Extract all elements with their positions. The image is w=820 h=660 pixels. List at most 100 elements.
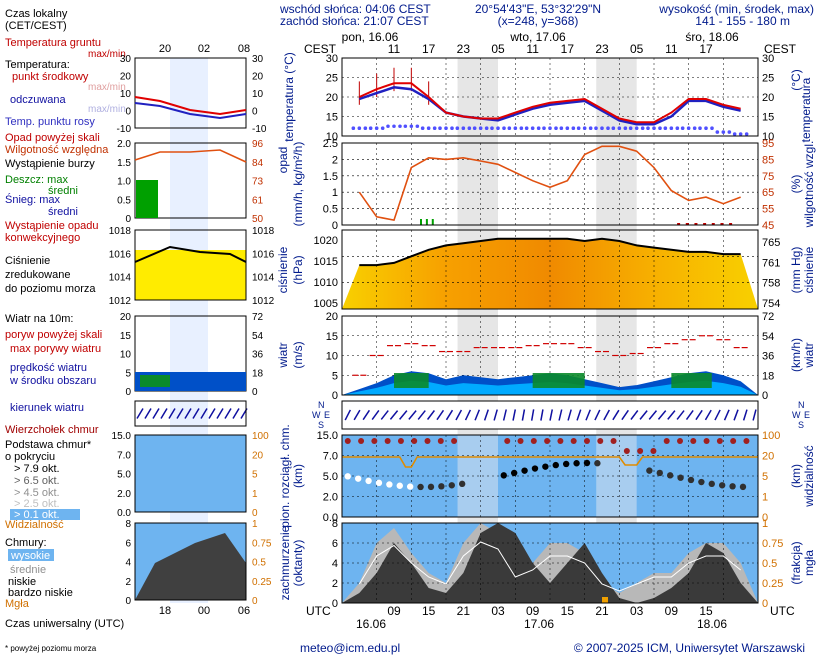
cloud-base-dot	[698, 478, 705, 486]
dew-point-dot	[588, 126, 593, 130]
coords-text: 20°54'43"E, 53°32'29"N	[475, 2, 601, 16]
wind-ylabel-3: (km/h)	[789, 338, 803, 372]
elevation-values: 141 - 155 - 180 m	[695, 14, 790, 28]
cloud-base-dot	[531, 465, 539, 472]
mini-right-tick: 0.25	[252, 577, 272, 588]
wind-dir-arrow	[474, 409, 481, 421]
temp-right-tick-0: 30	[762, 53, 774, 65]
wind-dir-arrow	[380, 410, 389, 420]
mini-frame-1	[134, 142, 247, 219]
dew-point-dot	[727, 130, 732, 134]
wind-dir-arrow	[685, 409, 694, 421]
cb-dot	[583, 438, 590, 444]
cloud-base-dot	[666, 472, 674, 479]
mini-right-tick: 0	[252, 508, 258, 519]
mini-right-tick: 0.5	[252, 558, 266, 569]
wind-dir-arrow	[417, 410, 426, 420]
local-hour-2: 23	[457, 42, 471, 56]
temp-left-tick-2: 20	[326, 92, 338, 104]
cb-dot	[597, 438, 604, 444]
dew-point-dot	[490, 126, 494, 130]
cb-dot	[517, 438, 524, 444]
mini-left-tick: 8	[125, 519, 131, 530]
legend-fog: Mgła	[5, 598, 30, 610]
hum-ylabel-1: (%)	[789, 175, 803, 194]
dew-point-dot	[680, 126, 685, 130]
mini-utc-tick-1: 18	[159, 605, 171, 617]
press-left-tick-0: 1020	[314, 235, 338, 247]
utc-hour-ticks: 09 15 21 03 09 15 21 03 09 15	[387, 604, 713, 618]
fog-ylabel-1: (frakcja)	[789, 541, 803, 584]
dew-point-dot	[519, 126, 524, 130]
cb-dot	[677, 438, 683, 444]
temp-right-tick-2: 20	[762, 92, 774, 104]
mini-left-tick: 1018	[109, 226, 132, 237]
cloud-base-dot	[438, 483, 445, 490]
dew-point-dot	[524, 126, 529, 130]
mini-left-tick: 20	[120, 72, 132, 83]
dew-point-dot	[368, 126, 373, 130]
utc-label-left: UTC	[306, 604, 331, 618]
legend-column: Czas lokalny (CET/CEST) 20 02 08 Tempera…	[5, 8, 250, 653]
legend-snow: Śnieg: max	[5, 193, 61, 206]
cloud-base-dot	[500, 472, 507, 479]
local-hour-6: 23	[595, 42, 609, 56]
cov-right-tick-4: 0	[762, 598, 768, 610]
hum-ylabel-2: wilgotność wzgl.	[802, 141, 816, 229]
mini-frame-4	[134, 400, 247, 427]
wind-dir-arrow	[436, 409, 445, 421]
local-hour-4: 11	[526, 42, 539, 56]
legend-temp: Temperatura:	[5, 59, 70, 71]
press-right-tick-2: 758	[762, 278, 780, 290]
mini-left-tick: 7.0	[117, 450, 131, 461]
cloud-base-dot	[406, 483, 414, 490]
cb-dot	[504, 438, 511, 444]
mini-left-tick: 0.0	[117, 508, 131, 519]
temp-ylabel: temperatura (°C)	[282, 52, 296, 142]
mini-frame-6	[134, 522, 247, 601]
legend-conv: Wystąpienie opadu	[5, 220, 98, 232]
cloud-frame	[341, 434, 759, 518]
elevation-title: wysokość (min, środek, max)	[658, 2, 814, 16]
temp-mid-line	[358, 82, 741, 124]
night-band-2	[596, 58, 637, 603]
rain-bar	[425, 219, 428, 225]
cest-label-right: CEST	[764, 42, 797, 56]
mini-wind-arrow	[200, 408, 208, 419]
mini-right-tick: 1018	[252, 226, 275, 237]
cb-dot	[703, 438, 710, 444]
legend-clouds: Chmury:	[5, 537, 47, 549]
dew-point-dot	[530, 126, 535, 130]
local-hour-ticks: 11 17 23 05 11 17 23 05 11 17	[388, 42, 713, 56]
utc-hour-2: 21	[457, 604, 471, 618]
wind-dir-arrow	[639, 410, 648, 420]
wind-dir-arrow	[521, 409, 526, 421]
mini-left-tick: 1016	[109, 249, 132, 260]
cov-left-tick-0: 8	[332, 518, 338, 530]
cov-right-tick-0: 1	[762, 518, 768, 530]
wind-left-tick-1: 15	[326, 331, 338, 343]
footer-email[interactable]: meteo@icm.edu.pl	[300, 641, 400, 655]
fog-bar	[602, 597, 608, 603]
cb-dot	[570, 438, 577, 444]
precip-left-tick-0: 2.5	[323, 138, 338, 150]
dew-point-dot	[623, 126, 628, 130]
cb-dot	[371, 438, 378, 444]
fog-ylabel-2: mgła	[802, 550, 816, 576]
day-label-2: wto, 17.06	[509, 30, 566, 44]
mini-right-tick: 36	[252, 350, 264, 361]
legend-precip-over: Opad powyżej skali	[5, 132, 100, 144]
legend-cl-mid: średnie	[10, 564, 46, 576]
wind-right-tick-2: 36	[762, 351, 774, 363]
precip-left-tick-2: 1.5	[323, 171, 338, 183]
utc-hour-4: 09	[526, 604, 540, 618]
wind-right-tick-4: 0	[762, 390, 768, 402]
mini-wind-arrow	[184, 408, 192, 419]
utc-hour-6: 21	[595, 604, 609, 618]
mini-right-tick: 0	[252, 596, 258, 607]
cloud-base-dot	[344, 473, 351, 480]
compass-w: W	[792, 410, 801, 420]
dew-point-dot	[692, 126, 697, 130]
precip-left-tick-5: 0	[332, 220, 338, 232]
